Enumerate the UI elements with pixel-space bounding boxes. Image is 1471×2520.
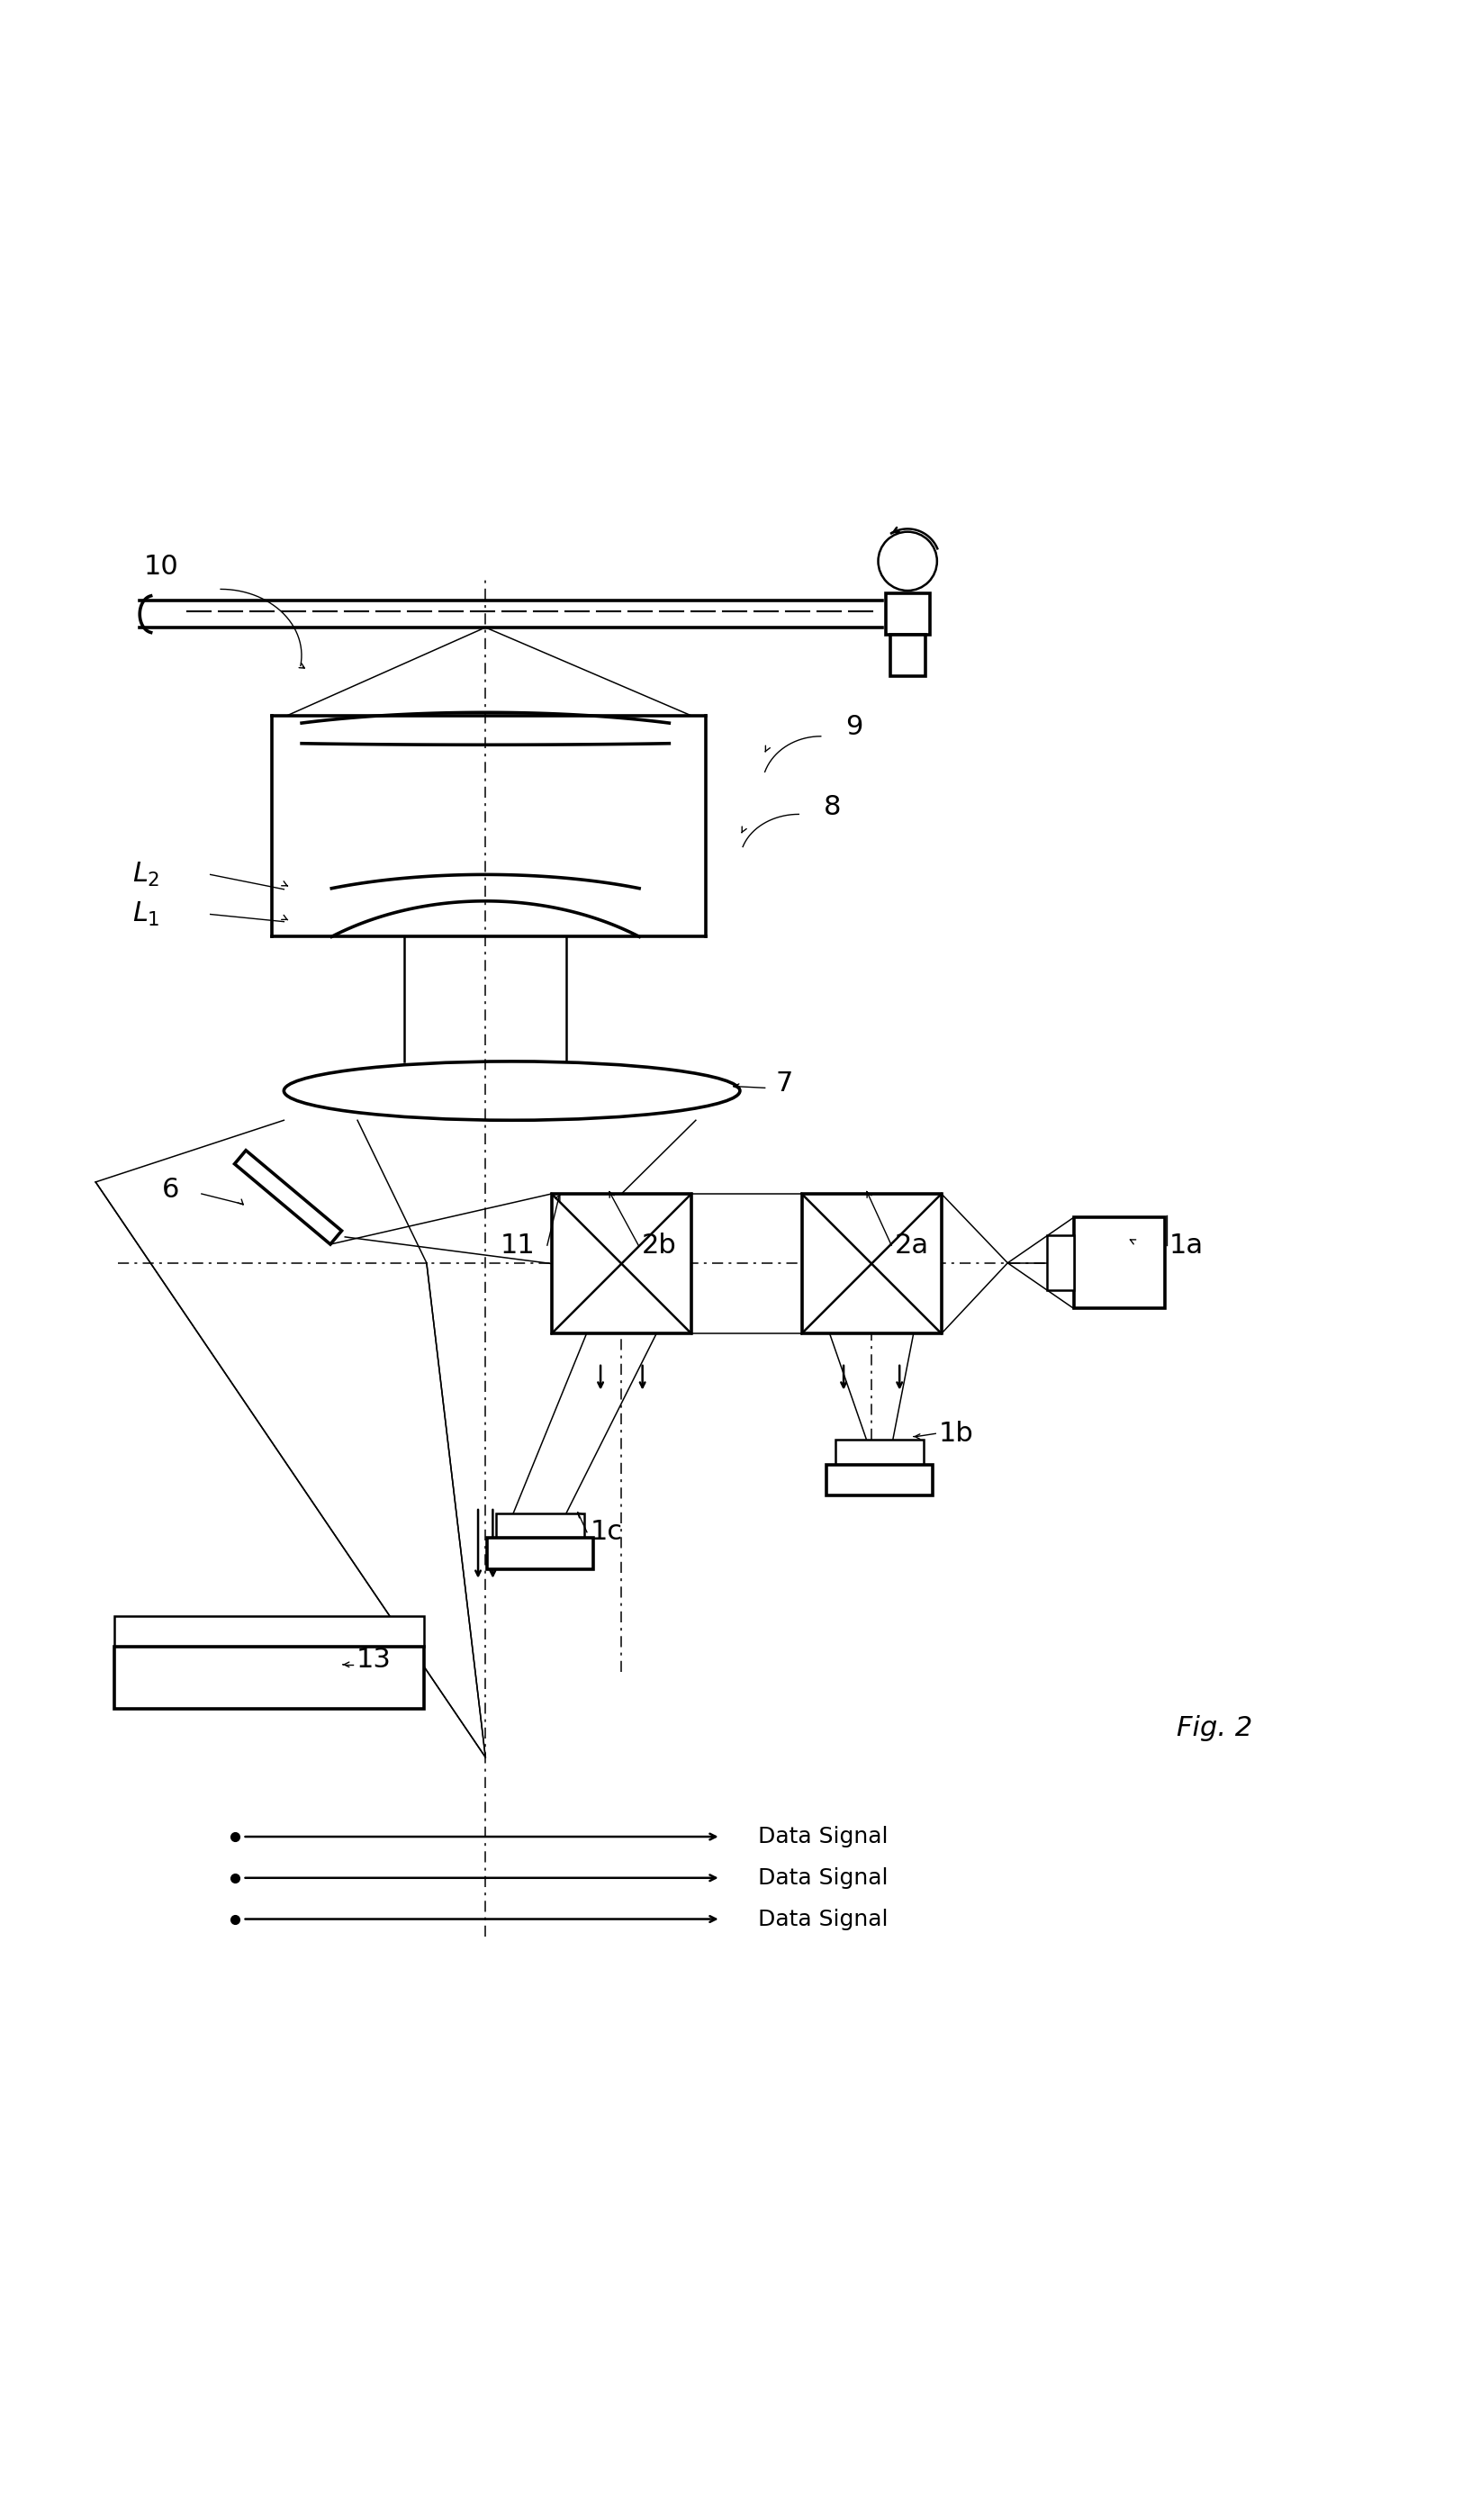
Bar: [886, 595, 930, 635]
Text: Data Signal: Data Signal: [758, 1867, 887, 1887]
Bar: [115, 1615, 424, 1648]
Bar: [487, 1537, 593, 1570]
Text: 2a: 2a: [894, 1232, 928, 1257]
Text: 9: 9: [846, 713, 863, 741]
Text: 7: 7: [775, 1071, 793, 1096]
Text: 11: 11: [500, 1232, 535, 1257]
Text: 10: 10: [144, 554, 179, 580]
Text: 2b: 2b: [641, 1232, 677, 1257]
Polygon shape: [234, 1152, 341, 1245]
Bar: [1047, 1235, 1074, 1290]
Bar: [115, 1648, 424, 1709]
Text: 8: 8: [824, 794, 841, 819]
Bar: [827, 1464, 933, 1494]
Text: 13: 13: [356, 1648, 391, 1673]
Text: Data Signal: Data Signal: [758, 1827, 887, 1847]
Text: $L_1$: $L_1$: [132, 900, 160, 927]
Text: Fig. 2: Fig. 2: [1177, 1714, 1253, 1741]
Text: 1b: 1b: [938, 1421, 974, 1446]
Bar: [836, 1439, 924, 1464]
Text: 1a: 1a: [1169, 1232, 1203, 1257]
Bar: [1074, 1217, 1165, 1308]
Text: Data Signal: Data Signal: [758, 1908, 887, 1930]
Text: $L_2$: $L_2$: [132, 859, 160, 890]
Circle shape: [878, 532, 937, 590]
Bar: [890, 635, 925, 675]
Text: 1c: 1c: [590, 1520, 622, 1545]
Bar: [496, 1512, 584, 1537]
Bar: [552, 1194, 691, 1333]
Text: 6: 6: [162, 1177, 179, 1202]
Bar: [802, 1194, 941, 1333]
